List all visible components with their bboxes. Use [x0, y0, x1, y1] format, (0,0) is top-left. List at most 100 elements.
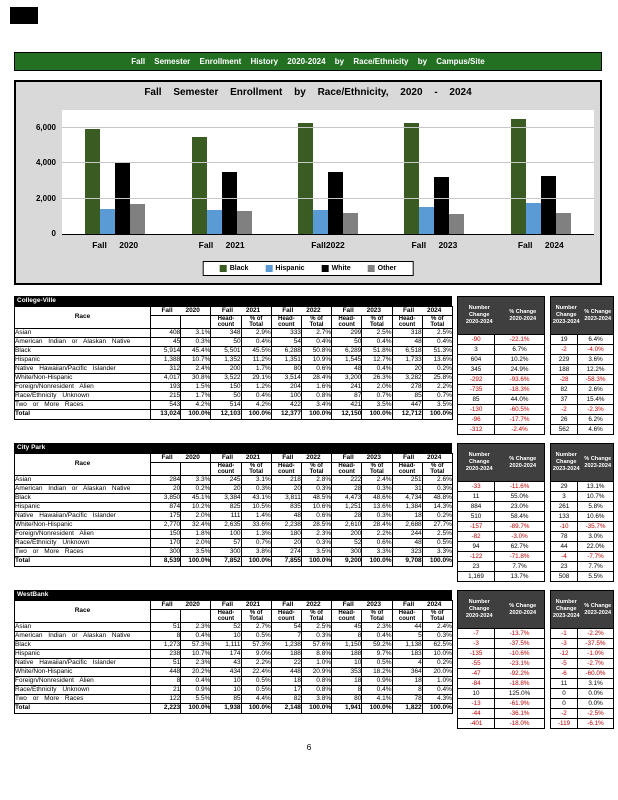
site-title: City Park: [14, 443, 452, 453]
headcount-subheader: [149, 609, 182, 623]
pct-change-cell: 55.0%: [494, 492, 544, 501]
number-change-cell: -2: [561, 406, 567, 413]
table-row: Race/Ethnicity Unknown 21 0.9% 10 0.5% 17 0.8%…: [14, 685, 453, 695]
headcount-cell: 300: [331, 547, 363, 557]
table-row: Black 3,850 45.1% 3,384 43.1% 3,811 48.5% 4,473…: [14, 493, 453, 503]
pct-change-cell: -18.0%: [494, 719, 544, 728]
pct-cell: 0.4%: [421, 685, 453, 695]
pct-cell: 26.3%: [361, 373, 393, 383]
headcount-cell: 54: [270, 622, 302, 632]
change-row: -122 -71.8%: [458, 551, 544, 561]
number-change-cell: -96: [471, 416, 481, 423]
pct-cell: 0.4%: [361, 337, 393, 347]
year-header: Fall 2024: [391, 600, 453, 610]
black-series-bar: [191, 136, 207, 234]
pct-cell: 0.3%: [300, 538, 333, 548]
total-row: Total 13,024 100.0% 12,103 100.0% 12,377 100.0…: [14, 409, 453, 420]
change-box-header: Number Change 2023-2024% Change 2023-2024: [551, 297, 613, 334]
pct-cell: 32.4%: [180, 520, 212, 530]
pct-cell: 2.7%: [240, 622, 272, 632]
headcount-cell: 6,288: [270, 346, 302, 356]
pct-cell: 0.2%: [421, 364, 453, 374]
number-change-cell: -135: [469, 650, 483, 657]
headcount-cell: 10: [210, 631, 242, 641]
pct-cell: 48.5%: [300, 493, 333, 503]
total-headcount-cell: 12,377: [270, 409, 302, 420]
pct-cell: 20.2%: [180, 667, 212, 677]
headcount-cell: 20: [149, 484, 182, 494]
pct-cell: 3.5%: [180, 547, 212, 557]
pct-cell: 1.6%: [300, 382, 333, 392]
change-box: Number Change 2023-2024% Change 2023-2024 19…: [550, 296, 614, 435]
number-change-cell: 85: [472, 396, 480, 403]
pct-change-cell: 12.2%: [577, 365, 613, 374]
report-title: Fall Semester Enrollment History 2020-20…: [131, 57, 485, 66]
change-row: 1,169 13.7%: [458, 571, 544, 581]
race-cell: Black: [14, 640, 151, 650]
number-change-cell: -130: [469, 406, 483, 413]
pct-subheader: % of Total: [421, 609, 453, 623]
pct-change-cell: -37.5%: [577, 639, 613, 648]
pct-cell: 0.6%: [300, 364, 333, 374]
enrollment-table: Race Fall 2020 Fall 2021 Fall 2022 Fall 2023…: [14, 453, 453, 567]
pct-cell: 2.9%: [240, 328, 272, 338]
change-row: -7 -13.7%: [458, 628, 544, 638]
change-row: -28 -58.3%: [551, 374, 613, 384]
table-row: Race/Ethnicity Unknown 215 1.7% 50 0.4% 100 0.…: [14, 391, 453, 401]
pct-cell: 9.0%: [240, 649, 272, 659]
headcount-cell: 18: [391, 511, 423, 521]
change-box-header: Number Change 2020-2024 % Change 2020-2024: [458, 591, 544, 628]
change-row: -55 -23.1%: [458, 658, 544, 668]
total-headcount-cell: 2,223: [149, 703, 182, 714]
headcount-cell: 10: [210, 685, 242, 695]
black-series-bar: [510, 118, 526, 234]
table-row: Native Hawaiian/Pacific Islander 51 2.3% 43…: [14, 658, 453, 668]
change-row: 85 44.0%: [458, 394, 544, 404]
headcount-cell: 318: [391, 328, 423, 338]
pct-change-cell: 3.0%: [577, 532, 613, 541]
corner-mark: [10, 7, 38, 24]
race-cell: American Indian or Alaskan Native: [14, 631, 151, 641]
enrollment-table: Race Fall 2020 Fall 2021 Fall 2022 Fall 2023…: [14, 600, 453, 714]
pct-cell: 0.7%: [421, 391, 453, 401]
headcount-cell: 299: [331, 328, 363, 338]
table-row: Two or More Races 543 4.2% 514 4.2% 422 3.4% 42…: [14, 400, 453, 410]
pct-cell: 57.3%: [240, 640, 272, 650]
x-axis-label: Fall2022: [311, 240, 345, 250]
number-change-header: Number Change 2020-2024: [465, 452, 493, 472]
pct-subheader: % of Total: [361, 315, 393, 329]
number-change-cell: -1: [561, 630, 567, 637]
headcount-cell: 1,150: [331, 640, 363, 650]
pct-cell: 2.3%: [180, 622, 212, 632]
number-change-cell: 29: [560, 483, 568, 490]
number-change-cell: -3: [473, 640, 479, 647]
number-change-cell: -4: [561, 553, 567, 560]
number-change-cell: 188: [558, 366, 570, 373]
pct-cell: 0.5%: [240, 676, 272, 686]
number-change-cell: 19: [560, 336, 568, 343]
number-change-cell: 229: [558, 356, 570, 363]
number-change-cell: 0: [562, 700, 566, 707]
number-change-cell: -119: [557, 720, 571, 727]
change-row: -84 -18.8%: [458, 678, 544, 688]
pct-change-cell: -2.5%: [577, 709, 613, 718]
total-headcount-cell: 12,103: [210, 409, 242, 420]
pct-subheader: % of Total: [300, 315, 333, 329]
pct-cell: 0.4%: [421, 337, 453, 347]
number-change-cell: -2: [561, 346, 567, 353]
pct-cell: 45.4%: [180, 346, 212, 356]
report-title-banner: Fall Semester Enrollment History 2020-20…: [14, 52, 602, 71]
headcount-cell: 825: [210, 502, 242, 512]
headcount-cell: 4,734: [391, 493, 423, 503]
headcount-cell: 1,138: [391, 640, 423, 650]
change-row: -3 -37.5%: [458, 638, 544, 648]
change-row: -12 -1.0%: [551, 648, 613, 658]
pct-change-cell: -22.1%: [494, 335, 544, 344]
change-row: 604 10.2%: [458, 354, 544, 364]
pct-change-cell: 44.0%: [494, 395, 544, 404]
pct-cell: 2.5%: [421, 328, 453, 338]
pct-cell: 57.6%: [300, 640, 333, 650]
change-row: -2 -2.5%: [551, 708, 613, 718]
total-headcount-cell: 9,708: [391, 556, 423, 567]
total-pct-cell: 100.0%: [180, 409, 212, 420]
